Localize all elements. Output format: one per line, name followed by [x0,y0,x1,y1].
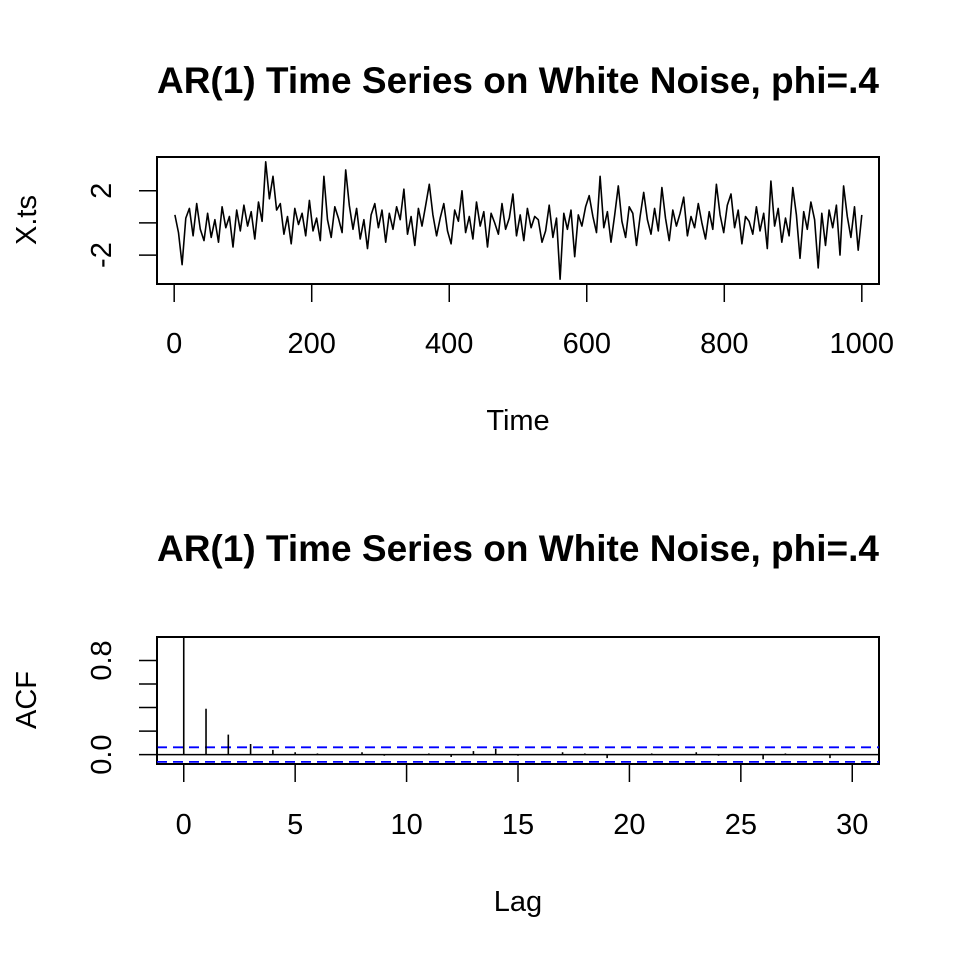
time-series-x-tick-label: 400 [425,328,473,360]
time-series-y-tick-label: -2 [86,242,118,268]
acf-plot-box [156,636,880,765]
time-series-x-tick-label: 0 [166,328,182,360]
acf-x-tick-label: 15 [502,809,534,841]
acf-title: AR(1) Time Series on White Noise, phi=.4 [157,528,879,569]
time-series-x-tick-label: 200 [288,328,336,360]
acf-x-tick-label: 10 [390,809,422,841]
time-series-y-axis: -2 2 [86,183,158,268]
acf-confidence-band [157,746,879,763]
acf-y-label: ACF [11,671,43,729]
time-series-y-tick-label: 2 [86,183,118,199]
acf-x-tick-label: 30 [836,809,868,841]
time-series-y-label: X.ts [11,195,43,245]
acf-x-tick-label: 20 [613,809,645,841]
acf-y-axis: 0.0 0.8 [86,640,158,775]
acf-bars [157,637,879,760]
acf-x-tick-label: 0 [176,809,192,841]
time-series-x-label: Time [486,405,549,437]
acf-x-label: Lag [494,886,542,918]
time-series-x-tick-label: 600 [563,328,611,360]
time-series-x-axis: 0 200 400 600 800 1000 [166,283,895,360]
time-series-panel: AR(1) Time Series on White Noise, phi=.4… [11,60,894,437]
acf-y-tick-label: 0.0 [86,734,118,774]
acf-x-tick-label: 25 [725,809,757,841]
acf-x-axis: 0 5 10 15 20 25 30 [176,763,868,841]
time-series-title: AR(1) Time Series on White Noise, phi=.4 [157,60,879,101]
acf-panel: AR(1) Time Series on White Noise, phi=.4… [11,528,880,918]
time-series-x-tick-label: 800 [700,328,748,360]
acf-y-tick-label: 0.8 [86,640,118,680]
time-series-line [174,161,863,281]
acf-x-tick-label: 5 [287,809,303,841]
time-series-x-tick-label: 1000 [830,328,895,360]
time-series-series [174,161,863,281]
